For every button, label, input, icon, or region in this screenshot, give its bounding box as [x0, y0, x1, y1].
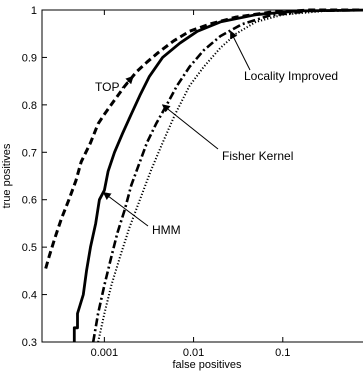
x-axis-label: false positives: [172, 359, 242, 371]
y-tick-label: 0.4: [22, 290, 37, 302]
series-line-fisher-kernel: [91, 8, 363, 343]
y-tick-label: 1: [31, 5, 37, 17]
y-axis-label: true positives: [1, 143, 13, 208]
y-tick-label: 0.9: [22, 52, 37, 64]
plot-area-frame: [41, 9, 363, 343]
annotation-arrow: [230, 30, 251, 71]
annotation-label: Fisher Kernel: [222, 149, 293, 163]
series-line-locality-improved: [97, 9, 363, 343]
annotation-layer: TOP Locality Improved Fisher Kernel HMM: [95, 30, 338, 237]
annotation-label: TOP: [95, 80, 119, 94]
x-tick-label: 0.1: [275, 347, 290, 359]
x-tick-label: 0.01: [183, 347, 204, 359]
series-line-hmm: [72, 8, 363, 342]
y-tick-label: 0.7: [22, 147, 37, 159]
annotation-arrow: [161, 104, 219, 150]
annotation-arrow: [102, 191, 149, 227]
annotation-label: Locality Improved: [244, 69, 338, 83]
series-layer: [44, 8, 363, 343]
x-tick-label: 0.001: [91, 347, 119, 359]
y-tick-label: 0.3: [22, 337, 37, 349]
annotation-arrow: [121, 75, 134, 89]
annotation-label: HMM: [152, 223, 181, 237]
y-tick-label: 0.6: [22, 195, 37, 207]
y-tick-label: 0.8: [22, 100, 37, 112]
y-tick-label: 0.5: [22, 242, 37, 254]
